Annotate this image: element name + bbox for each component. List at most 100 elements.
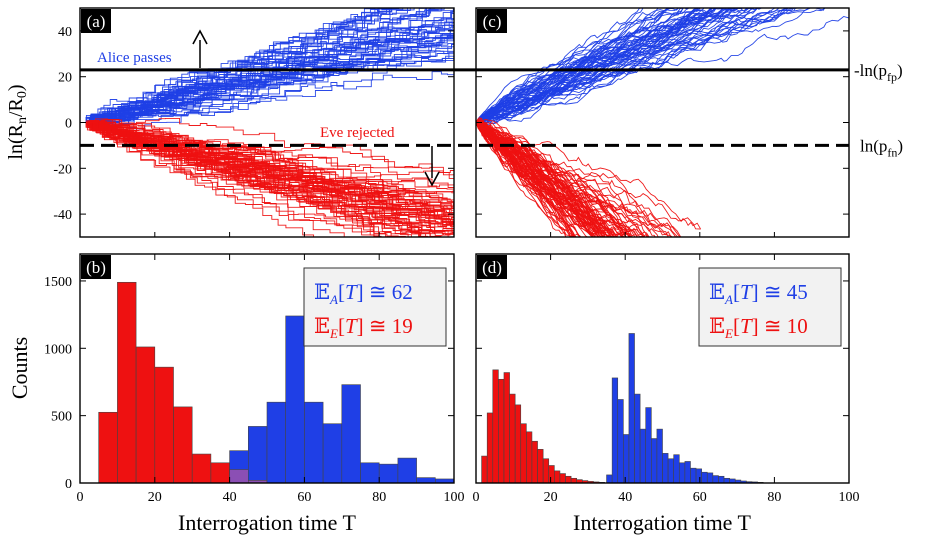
expr: [	[733, 314, 740, 338]
x-tick-label: 20	[148, 490, 162, 505]
alice-bar	[706, 472, 714, 484]
eve-bar	[492, 369, 499, 484]
panel-d-legend-box	[698, 267, 842, 347]
panel-b-legend-alice: 𝔼A[T] ≅ 62	[314, 280, 413, 307]
eve-bar	[514, 404, 522, 484]
x-tick-label: 20	[544, 490, 558, 505]
eve-trace	[80, 122, 454, 226]
alice-trace	[476, 8, 780, 123]
alice-bar	[695, 468, 702, 484]
eve-trace	[476, 122, 599, 237]
eve-trace	[80, 120, 454, 217]
eve-bar	[481, 455, 488, 484]
alice-bar	[628, 333, 635, 484]
panel-d-legend-eve: 𝔼E[T] ≅ 10	[709, 314, 808, 341]
eve-bar	[486, 412, 494, 484]
alice-bar	[639, 428, 647, 484]
alice-bar	[611, 377, 619, 484]
expr2: ] ≅ 19	[357, 314, 413, 338]
alice-bar	[667, 458, 674, 484]
eve-trace	[476, 120, 656, 237]
alice-trace	[476, 8, 717, 125]
eve-bar	[173, 406, 193, 484]
alice-trace	[476, 15, 849, 123]
x-tick-label: 80	[767, 490, 781, 505]
eve-bar	[548, 465, 555, 484]
close: )	[897, 61, 903, 80]
y-tick-label: 1500	[44, 275, 72, 290]
alice-bar	[304, 401, 324, 484]
eve-bar	[191, 453, 212, 484]
panel-d-label: (d)	[482, 258, 502, 277]
alice-bar	[634, 393, 641, 484]
sub: n	[15, 117, 30, 124]
eve-bar	[520, 423, 527, 484]
eve-trace	[80, 117, 454, 178]
x-axis-label-b: Interrogation time T	[178, 510, 357, 535]
close: )	[5, 84, 27, 91]
alice-trace	[80, 30, 454, 123]
alice-trace	[476, 8, 718, 123]
slash: /R	[5, 97, 27, 117]
y-tick-label: -20	[53, 162, 72, 177]
alice-bar	[645, 407, 652, 484]
T: T	[345, 314, 358, 338]
sub: A	[329, 292, 338, 307]
alice-bar	[712, 475, 719, 484]
alice-trace	[80, 8, 440, 123]
panel-b-label-bg	[81, 255, 111, 279]
expr: [	[733, 280, 740, 304]
alice-trace	[476, 8, 733, 123]
alice-bar	[285, 315, 305, 484]
sub: 0	[15, 91, 30, 98]
alice-trace	[476, 8, 670, 123]
y-tick-label: 20	[58, 71, 72, 86]
alice-trace	[476, 8, 759, 123]
x-tick-label: 100	[444, 490, 465, 505]
eve-trace	[80, 122, 427, 237]
eve-trace	[476, 122, 581, 237]
eve-bar	[565, 475, 572, 484]
eve-rejected-label: Eve rejected	[320, 125, 395, 141]
alice-trace	[80, 8, 392, 123]
eve-trace	[80, 122, 315, 237]
alice-bar	[623, 434, 630, 484]
sub: E	[724, 326, 733, 341]
bb-E: 𝔼	[709, 314, 725, 338]
alice-trace	[476, 8, 777, 123]
eve-trace	[476, 122, 632, 237]
T: T	[345, 280, 358, 304]
T: T	[740, 314, 753, 338]
panel-d-legend-alice: 𝔼A[T] ≅ 45	[709, 280, 808, 307]
alice-bar	[416, 477, 436, 484]
bb-E: 𝔼	[314, 280, 330, 304]
alice-trace	[80, 55, 454, 123]
alice-trace	[476, 8, 715, 123]
sub: fp	[887, 70, 897, 84]
alice-bar	[397, 457, 417, 484]
eve-bar	[503, 372, 510, 484]
panel-b-label: (b)	[86, 258, 106, 277]
eve-trace	[476, 122, 672, 237]
x-tick-label: 80	[372, 490, 386, 505]
alice-trace	[80, 23, 454, 123]
T: T	[740, 280, 753, 304]
y-tick-label: -40	[53, 208, 72, 223]
panel-a-traces	[80, 8, 454, 237]
panel-d-frame	[475, 253, 850, 484]
alice-bar	[322, 423, 343, 484]
eve-trace	[476, 122, 606, 237]
alice-trace	[476, 8, 778, 123]
eve-bar	[559, 473, 566, 484]
sub: A	[724, 292, 733, 307]
eve-trace	[476, 122, 681, 237]
alice-trace	[476, 8, 736, 123]
alice-bar	[673, 454, 680, 484]
alice-bar	[378, 463, 399, 484]
alice-bar	[684, 461, 691, 484]
eve-trace	[476, 120, 701, 230]
alice-bar	[606, 474, 613, 484]
close: )	[897, 136, 903, 155]
